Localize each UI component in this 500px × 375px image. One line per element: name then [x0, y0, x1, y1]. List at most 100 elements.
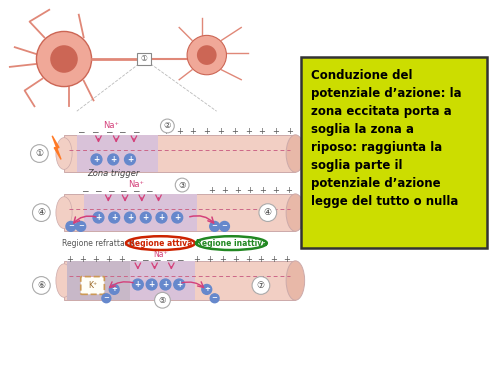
Text: −: −: [78, 224, 84, 230]
Ellipse shape: [286, 194, 304, 231]
Text: −: −: [164, 255, 172, 264]
Text: +: +: [286, 128, 293, 136]
Text: ①: ①: [140, 54, 147, 63]
Circle shape: [108, 154, 118, 165]
Text: +: +: [208, 186, 215, 195]
Circle shape: [252, 277, 270, 294]
Text: +: +: [272, 186, 279, 195]
Text: +: +: [190, 128, 196, 136]
Circle shape: [174, 279, 184, 290]
Circle shape: [160, 119, 174, 133]
Text: ⑤: ⑤: [158, 296, 166, 305]
Text: ④: ④: [264, 208, 272, 217]
Text: ⑦: ⑦: [257, 281, 265, 290]
Text: +: +: [134, 280, 141, 289]
Circle shape: [154, 292, 170, 308]
Text: −: −: [176, 255, 184, 264]
Polygon shape: [52, 136, 61, 159]
Circle shape: [32, 277, 50, 294]
Text: +: +: [260, 186, 266, 195]
Circle shape: [110, 285, 119, 294]
FancyBboxPatch shape: [64, 135, 296, 172]
Circle shape: [66, 222, 76, 231]
Circle shape: [187, 35, 226, 75]
Text: +: +: [204, 286, 210, 292]
Circle shape: [210, 294, 219, 303]
FancyBboxPatch shape: [130, 261, 195, 300]
Text: Regione refrattaria: Regione refrattaria: [62, 238, 135, 248]
Text: −: −: [222, 224, 228, 230]
Circle shape: [202, 285, 211, 294]
Circle shape: [124, 154, 136, 165]
Text: +: +: [231, 128, 238, 136]
Text: +: +: [111, 213, 117, 222]
Text: ②: ②: [164, 122, 171, 130]
Circle shape: [93, 212, 104, 223]
FancyBboxPatch shape: [84, 194, 197, 231]
Circle shape: [210, 222, 220, 231]
Text: +: +: [232, 255, 239, 264]
Circle shape: [132, 279, 143, 290]
Text: +: +: [66, 255, 73, 264]
Text: Na⁺: Na⁺: [128, 180, 144, 189]
Text: +: +: [272, 128, 279, 136]
Circle shape: [259, 204, 276, 222]
Ellipse shape: [56, 197, 72, 228]
Circle shape: [172, 212, 182, 223]
Text: Zona trigger: Zona trigger: [87, 169, 140, 178]
FancyBboxPatch shape: [302, 57, 488, 248]
Text: +: +: [127, 155, 133, 164]
Circle shape: [176, 178, 189, 192]
Text: +: +: [270, 255, 277, 264]
Circle shape: [156, 212, 167, 223]
Text: −: −: [81, 186, 88, 195]
Circle shape: [197, 45, 216, 65]
Circle shape: [76, 222, 86, 231]
Text: +: +: [258, 255, 264, 264]
FancyBboxPatch shape: [80, 277, 104, 294]
Text: ③: ③: [178, 180, 186, 189]
Text: Na⁺: Na⁺: [104, 121, 120, 130]
Text: +: +: [244, 255, 252, 264]
Text: +: +: [162, 280, 168, 289]
Text: +: +: [80, 255, 86, 264]
Text: +: +: [105, 255, 112, 264]
Circle shape: [140, 212, 151, 223]
Text: −: −: [212, 224, 218, 230]
Text: −: −: [145, 186, 152, 195]
Text: +: +: [258, 128, 266, 136]
Text: −: −: [118, 128, 126, 136]
Text: +: +: [142, 213, 149, 222]
Text: +: +: [127, 213, 133, 222]
Text: Regione attiva: Regione attiva: [129, 238, 192, 248]
Text: Regione inattiva: Regione inattiva: [196, 238, 267, 248]
Text: +: +: [285, 186, 292, 195]
Ellipse shape: [286, 135, 304, 172]
Text: +: +: [206, 255, 213, 264]
Text: +: +: [194, 255, 200, 264]
Text: −: −: [153, 255, 160, 264]
Circle shape: [91, 154, 102, 165]
Text: +: +: [204, 128, 210, 136]
Circle shape: [146, 279, 157, 290]
Circle shape: [220, 222, 230, 231]
Text: −: −: [212, 295, 218, 301]
Circle shape: [109, 212, 120, 223]
Text: −: −: [104, 295, 110, 301]
Text: −: −: [94, 186, 101, 195]
Circle shape: [102, 294, 111, 303]
Text: −: −: [141, 255, 148, 264]
Text: +: +: [92, 255, 99, 264]
Text: Conduzione del
potenziale d’azione: la
zona eccitata porta a
soglia la zona a
ri: Conduzione del potenziale d’azione: la z…: [311, 69, 462, 208]
Text: −: −: [120, 186, 127, 195]
Text: +: +: [96, 213, 102, 222]
Circle shape: [50, 45, 78, 73]
Text: −: −: [104, 128, 112, 136]
Text: ④: ④: [38, 208, 46, 217]
Text: −: −: [68, 224, 74, 230]
Text: +: +: [219, 255, 226, 264]
Circle shape: [36, 32, 92, 87]
Text: +: +: [148, 280, 155, 289]
FancyBboxPatch shape: [137, 53, 150, 65]
Text: +: +: [118, 255, 124, 264]
